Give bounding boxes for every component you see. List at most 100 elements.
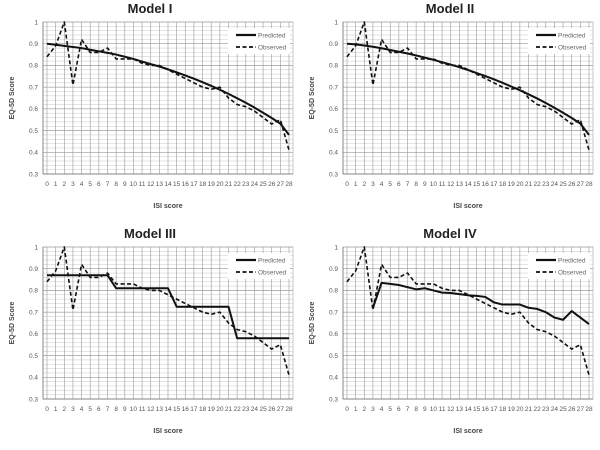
x-tick-label: 20	[516, 406, 524, 413]
x-tick-label: 7	[106, 406, 110, 413]
chart-model-3: Model III 0.3 0.4 0.5 0.6 0.7 0.8 0.9 1 0 1 2 3 4 5 6 7 8…	[0, 225, 300, 450]
x-tick-label: 24	[551, 181, 559, 188]
y-tick-label: 0.3	[29, 171, 38, 178]
x-tick-label: 10	[430, 406, 438, 413]
x-tick-label: 26	[268, 181, 276, 188]
x-tick-label: 21	[525, 406, 533, 413]
x-tick-label: 4	[80, 406, 84, 413]
x-tick-label: 11	[439, 181, 446, 188]
gridlines	[43, 246, 293, 400]
x-tick-label: 9	[123, 181, 127, 188]
x-tick-label: 0	[345, 406, 349, 413]
y-tick-label: 0.7	[29, 84, 38, 91]
y-tick-label: 0.8	[329, 288, 338, 295]
x-tick-label: 19	[208, 406, 216, 413]
x-tick-label: 17	[490, 406, 498, 413]
legend-observed-label: Observed	[558, 45, 587, 52]
x-tick-label: 16	[182, 181, 190, 188]
x-tick-label: 5	[88, 181, 92, 188]
x-tick-label: 12	[147, 406, 155, 413]
y-tick-label: 0.6	[329, 106, 338, 113]
x-tick-label: 22	[234, 406, 242, 413]
x-tick-label: 3	[71, 406, 75, 413]
legend-predicted-label: Predicted	[558, 258, 586, 265]
y-tick-label: 0.5	[329, 128, 338, 135]
x-tick-label: 14	[464, 406, 472, 413]
x-tick-label: 11	[139, 181, 146, 188]
predicted-series-line	[371, 281, 590, 325]
x-tick-label: 15	[473, 406, 481, 413]
x-tick-label: 10	[430, 181, 438, 188]
x-tick-label: 16	[482, 181, 490, 188]
chart-title: Model II	[426, 1, 474, 16]
legend-predicted-label: Predicted	[258, 33, 286, 40]
x-tick-label: 13	[456, 181, 464, 188]
x-tick-label: 8	[414, 181, 418, 188]
x-tick-label: 19	[508, 181, 516, 188]
y-axis-label: EQ-5D Score	[9, 76, 16, 119]
y-tick-label: 0.5	[29, 128, 38, 135]
y-axis-label: EQ-5D Score	[9, 301, 16, 344]
x-tick-label: 5	[388, 181, 392, 188]
y-axis-label: EQ-5D Score	[309, 301, 316, 344]
legend-predicted-label: Predicted	[258, 258, 286, 265]
x-tick-label: 19	[508, 406, 516, 413]
x-tick-label: 24	[551, 406, 559, 413]
y-tick-label: 0.9	[329, 266, 338, 273]
chart-model-4: Model IV 0.3 0.4 0.5 0.6 0.7 0.8 0.9 1 0 1 2 3 4 5 6 7 8 9…	[300, 225, 600, 450]
x-tick-label: 15	[173, 406, 181, 413]
y-tick-label: 0.7	[29, 309, 38, 316]
x-tick-label: 16	[182, 406, 190, 413]
x-tick-label: 28	[585, 406, 593, 413]
chart-model-2: Model II 0.3 0.4 0.5 0.6 0.7 0.8 0.9 1 0 1 2 3 4 5 6 7 8 9…	[300, 0, 600, 225]
chart-model-1: Model I 0.3 0.4 0.5 0.6 0.7 0.8 0.9 1 0 1 2 3 4 5 6 7 8 9 1…	[0, 0, 300, 225]
legend: Predicted Observed	[528, 28, 590, 54]
x-tick-label: 21	[525, 181, 533, 188]
x-tick-label: 27	[577, 181, 585, 188]
legend: Predicted Observed	[528, 253, 590, 279]
y-tick-label: 0.3	[29, 396, 38, 403]
y-tick-label: 0.9	[29, 41, 38, 48]
legend: Predicted Observed	[228, 253, 290, 279]
x-tick-label: 15	[173, 181, 181, 188]
x-tick-label: 2	[62, 406, 66, 413]
x-tick-label: 23	[542, 181, 550, 188]
x-tick-label: 3	[371, 406, 375, 413]
legend-observed-label: Observed	[258, 270, 287, 277]
x-tick-label: 9	[423, 181, 427, 188]
x-tick-label: 8	[414, 406, 418, 413]
chart-title: Model III	[124, 226, 176, 241]
y-tick-label: 0.5	[29, 353, 38, 360]
y-tick-label: 0.9	[329, 41, 338, 48]
predicted-series-line	[46, 42, 290, 136]
y-tick-label: 0.6	[329, 331, 338, 338]
x-tick-label: 23	[242, 181, 250, 188]
x-tick-label: 7	[106, 181, 110, 188]
x-tick-label: 22	[534, 406, 542, 413]
x-tick-label: 26	[568, 181, 576, 188]
x-tick-label: 8	[114, 406, 118, 413]
x-tick-label: 1	[54, 181, 58, 188]
x-tick-label: 21	[225, 181, 233, 188]
x-tick-label: 5	[388, 406, 392, 413]
y-tick-label: 0.3	[329, 396, 338, 403]
y-tick-label: 1	[334, 244, 338, 251]
x-tick-label: 0	[345, 181, 349, 188]
x-tick-label: 0	[45, 406, 49, 413]
x-tick-label: 6	[97, 406, 101, 413]
x-axis-label: ISI score	[153, 203, 182, 210]
x-tick-label: 6	[97, 181, 101, 188]
x-tick-label: 22	[534, 181, 542, 188]
y-tick-label: 0.5	[329, 353, 338, 360]
y-tick-label: 0.8	[329, 63, 338, 70]
x-tick-label: 4	[80, 181, 84, 188]
x-tick-label: 24	[251, 181, 259, 188]
y-tick-label: 0.8	[29, 288, 38, 295]
y-tick-label: 0.8	[29, 63, 38, 70]
x-tick-label: 11	[439, 406, 446, 413]
x-tick-label: 21	[225, 406, 233, 413]
x-tick-label: 5	[88, 406, 92, 413]
chart-title: Model IV	[423, 226, 477, 241]
x-tick-label: 28	[585, 181, 593, 188]
observed-series-line	[346, 246, 590, 376]
